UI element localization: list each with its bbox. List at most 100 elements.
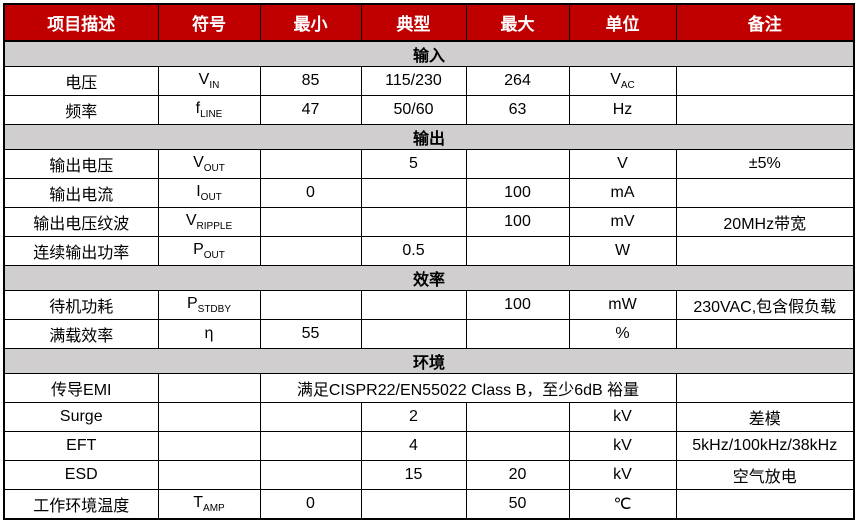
cell-max [465, 149, 570, 179]
table-row: 输出电流 IOUT 0 100 mA [3, 178, 855, 208]
table-row: EFT 4 kV 5kHz/100kHz/38kHz [3, 431, 855, 461]
cell-min: 55 [259, 319, 362, 349]
table-row: 待机功耗 PSTDBY 100 mW 230VAC,包含假负载 [3, 290, 855, 320]
cell-unit-base: kV [613, 437, 632, 454]
cell-item: 传导EMI [3, 373, 159, 403]
cell-typical: 0.5 [360, 236, 467, 266]
table-row: 频率 fLINE 47 50/60 63 Hz [3, 95, 855, 125]
cell-unit: VAC [568, 66, 677, 96]
cell-symbol: TAMP [157, 489, 261, 520]
cell-unit-subscript: AC [620, 80, 635, 92]
cell-typical [360, 207, 467, 237]
cell-max [465, 319, 570, 349]
cell-item: 满载效率 [3, 319, 159, 349]
cell-unit: mV [568, 207, 677, 237]
cell-symbol [157, 431, 261, 461]
section-row-environment: 环境 [3, 348, 855, 374]
cell-unit: Hz [568, 95, 677, 125]
cell-unit-base: mV [610, 213, 635, 230]
cell-note [675, 373, 855, 403]
cell-note [675, 95, 855, 125]
cell-max: 100 [465, 207, 570, 237]
cell-symbol: IOUT [157, 178, 261, 208]
cell-symbol-subscript: IN [209, 80, 220, 92]
cell-note: 20MHz带宽 [675, 207, 855, 237]
cell-note: 230VAC,包含假负载 [675, 290, 855, 320]
cell-symbol: VIN [157, 66, 261, 96]
cell-note: 空气放电 [675, 460, 855, 490]
table-row: 传导EMI 满足CISPR22/EN55022 Class B，至少6dB 裕量 [3, 373, 855, 403]
cell-unit: kV [568, 460, 677, 490]
cell-min [259, 402, 362, 432]
header-row: 项目描述 符号 最小 典型 最大 单位 备注 [3, 3, 855, 42]
cell-unit-base: V [617, 155, 628, 172]
cell-symbol-base: η [204, 325, 214, 342]
cell-note: 5kHz/100kHz/38kHz [675, 431, 855, 461]
cell-unit-base: Hz [612, 101, 633, 118]
cell-min: 47 [259, 95, 362, 125]
cell-symbol-subscript: RIPPLE [196, 221, 233, 233]
cell-item: ESD [3, 460, 159, 490]
cell-unit-base: mA [610, 184, 635, 201]
cell-symbol: fLINE [157, 95, 261, 125]
cell-max: 264 [465, 66, 570, 96]
cell-unit: % [568, 319, 677, 349]
cell-max [465, 402, 570, 432]
cell-typical: 115/230 [360, 66, 467, 96]
cell-symbol-base: f [195, 99, 201, 117]
cell-symbol-subscript: OUT [200, 192, 222, 204]
col-header-typical: 典型 [360, 3, 467, 42]
cell-item: 输出电压纹波 [3, 207, 159, 237]
section-label-input: 输入 [3, 40, 855, 67]
cell-symbol-base: P [193, 240, 204, 258]
cell-unit-base: ℃ [613, 496, 632, 513]
cell-symbol: η [157, 319, 261, 349]
cell-symbol [157, 460, 261, 490]
cell-min [259, 207, 362, 237]
cell-min [259, 460, 362, 490]
cell-min: 0 [259, 178, 362, 208]
cell-symbol-subscript: STDBY [197, 304, 231, 316]
cell-note [675, 178, 855, 208]
col-header-max: 最大 [465, 3, 570, 42]
cell-typical [360, 489, 467, 520]
cell-merged-emi-limit: 满足CISPR22/EN55022 Class B，至少6dB 裕量 [259, 373, 677, 403]
cell-symbol: PSTDBY [157, 290, 261, 320]
col-header-item: 项目描述 [3, 3, 159, 42]
cell-symbol-base: P [186, 294, 198, 312]
cell-typical: 4 [360, 431, 467, 461]
table-row: 满载效率 η 55% [3, 319, 855, 349]
cell-symbol-base: V [198, 70, 210, 88]
cell-item: 工作环境温度 [3, 489, 159, 520]
section-label-output: 输出 [3, 124, 855, 150]
cell-typical [360, 178, 467, 208]
cell-max: 50 [465, 489, 570, 520]
cell-symbol-base: T [193, 493, 204, 511]
table-row: 工作环境温度 TAMP 0 50 ℃ [3, 489, 855, 520]
cell-max: 63 [465, 95, 570, 125]
cell-item: 频率 [3, 95, 159, 125]
cell-unit: ℃ [568, 489, 677, 520]
cell-symbol-base: V [185, 211, 197, 229]
section-label-efficiency: 效率 [3, 265, 855, 291]
cell-note: ±5% [675, 149, 855, 179]
cell-unit: mW [568, 290, 677, 320]
cell-unit-base: kV [613, 466, 632, 483]
spec-table: 项目描述 符号 最小 典型 最大 单位 备注 输入 电压 VIN 85 115/230 264 VAC 频… [3, 3, 855, 520]
cell-typical [360, 319, 467, 349]
cell-item: 输出电压 [3, 149, 159, 179]
cell-symbol-base: V [193, 153, 204, 171]
cell-note [675, 319, 855, 349]
col-header-symbol: 符号 [157, 3, 261, 42]
cell-min [259, 236, 362, 266]
cell-symbol [157, 402, 261, 432]
col-header-min: 最小 [259, 3, 362, 42]
col-header-notes: 备注 [675, 3, 855, 42]
cell-min [259, 431, 362, 461]
cell-symbol-subscript: LINE [200, 109, 223, 121]
cell-item: 待机功耗 [3, 290, 159, 320]
cell-unit: V [568, 149, 677, 179]
cell-unit-base: mW [608, 296, 637, 313]
cell-max: 20 [465, 460, 570, 490]
cell-typical [360, 290, 467, 320]
